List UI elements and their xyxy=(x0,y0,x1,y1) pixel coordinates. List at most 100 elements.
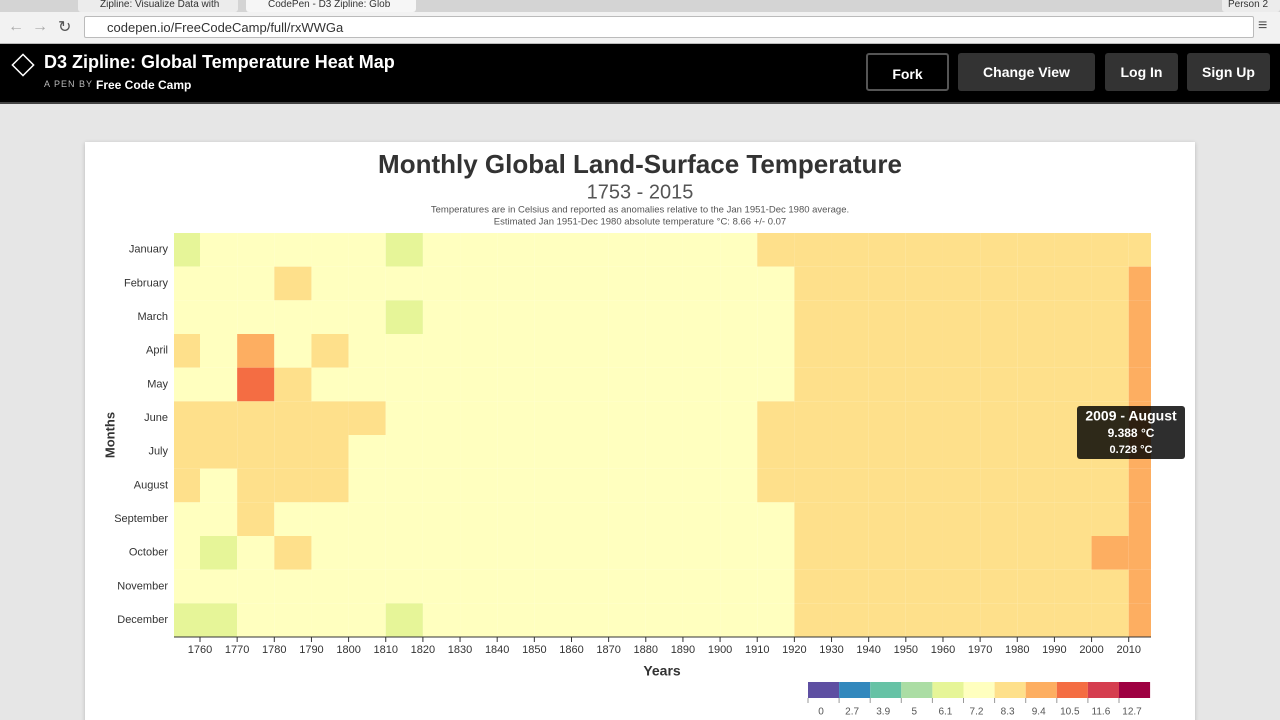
heat-cell xyxy=(1017,233,1055,267)
menu-button[interactable]: ≡ xyxy=(1258,17,1268,34)
heat-cell xyxy=(460,536,498,570)
heat-cell xyxy=(1091,468,1129,503)
tab[interactable]: Zipline: Visualize Data with xyxy=(78,0,238,12)
heat-cell xyxy=(1091,334,1129,368)
heat-cell xyxy=(980,367,1018,402)
heat-cell xyxy=(200,233,238,267)
heat-cell xyxy=(682,502,721,536)
heat-cell xyxy=(1017,401,1055,435)
heat-cell xyxy=(422,401,461,435)
heat-cell xyxy=(348,266,386,301)
x-tick-label: 1900 xyxy=(708,644,732,656)
legend-swatch xyxy=(1025,682,1057,698)
x-tick-label: 1910 xyxy=(745,644,769,656)
heat-cell xyxy=(200,536,238,570)
y-tick-label: January xyxy=(129,244,169,256)
heat-cell xyxy=(174,435,201,469)
heat-cell xyxy=(980,233,1018,267)
heat-cell xyxy=(571,468,609,503)
byline: A PEN BY xyxy=(44,79,94,89)
heat-cell xyxy=(905,502,943,536)
heat-cell xyxy=(905,233,943,267)
heat-cell xyxy=(682,233,721,267)
heat-cell xyxy=(831,435,869,469)
heat-cell xyxy=(311,468,349,503)
legend-swatch xyxy=(870,682,902,698)
chart-subtitle: 1753 - 2015 xyxy=(587,181,694,203)
change-view-button[interactable]: Change View xyxy=(958,53,1095,91)
heat-cell xyxy=(682,468,721,503)
heat-cell xyxy=(794,266,832,301)
heat-cell xyxy=(311,334,349,368)
heat-cell xyxy=(348,603,386,637)
back-button[interactable]: ← xyxy=(8,18,24,35)
heat-cell xyxy=(757,367,795,402)
x-tick-label: 1860 xyxy=(559,644,583,656)
url-bar[interactable]: codepen.io/FreeCodeCamp/full/rxWWGa xyxy=(84,16,1254,38)
heat-cell xyxy=(497,300,535,334)
heat-cell xyxy=(794,536,832,570)
forward-button[interactable]: → xyxy=(32,18,48,35)
heat-cell xyxy=(608,401,646,435)
heat-cell xyxy=(868,367,906,402)
heat-cell xyxy=(348,233,386,267)
heat-cell xyxy=(534,300,572,334)
heat-cell xyxy=(942,569,981,604)
heat-cell xyxy=(757,435,795,469)
heat-cell xyxy=(311,367,349,402)
heat-cell xyxy=(831,401,869,435)
author[interactable]: Free Code Camp xyxy=(96,78,192,92)
heat-cell xyxy=(200,502,238,536)
heat-cell xyxy=(174,569,201,604)
profile[interactable]: Person 2 xyxy=(1222,0,1280,12)
heat-cell xyxy=(571,536,609,570)
x-tick-label: 1840 xyxy=(485,644,509,656)
heat-cell xyxy=(571,569,609,604)
legend-label: 11.6 xyxy=(1092,707,1111,718)
heat-cell xyxy=(868,266,906,301)
heat-cell xyxy=(311,300,349,334)
heat-cell xyxy=(682,603,721,637)
heat-cell xyxy=(794,468,832,503)
heat-cell xyxy=(831,233,869,267)
heat-cell xyxy=(460,502,498,536)
heat-cell xyxy=(720,233,758,267)
fork-button[interactable]: Fork xyxy=(866,53,949,91)
heat-cell xyxy=(385,334,423,368)
heat-cell xyxy=(942,468,981,503)
x-tick-label: 1770 xyxy=(225,644,249,656)
heat-cell xyxy=(200,401,238,435)
heat-cell xyxy=(720,266,758,301)
heat-cell xyxy=(905,300,943,334)
heat-cell xyxy=(608,435,646,469)
signup-button[interactable]: Sign Up xyxy=(1187,53,1270,91)
heat-cell xyxy=(942,401,981,435)
heat-cell xyxy=(460,233,498,267)
heat-cell xyxy=(385,367,423,402)
heat-cell xyxy=(980,603,1018,637)
heat-cell xyxy=(1017,468,1055,503)
y-axis-label: Months xyxy=(102,412,117,458)
heat-cell xyxy=(497,435,535,469)
heat-cell xyxy=(905,435,943,469)
heat-cell xyxy=(311,502,349,536)
legend-swatch xyxy=(1119,682,1151,698)
reload-button[interactable]: ↻ xyxy=(58,19,72,36)
tab[interactable]: CodePen - D3 Zipline: Glob xyxy=(246,0,416,12)
heat-cell xyxy=(608,502,646,536)
heat-cell xyxy=(1128,536,1151,570)
legend-label: 5 xyxy=(912,707,918,718)
heat-cell xyxy=(200,300,238,334)
heat-cell xyxy=(980,468,1018,503)
heat-cell xyxy=(274,266,312,301)
heat-cell xyxy=(311,569,349,604)
heat-cell xyxy=(1091,367,1129,402)
heat-cell xyxy=(757,536,795,570)
legend-swatch xyxy=(839,682,871,698)
heat-cell xyxy=(831,569,869,604)
y-tick-label: December xyxy=(117,614,168,626)
login-button[interactable]: Log In xyxy=(1105,53,1178,91)
heat-cell xyxy=(682,435,721,469)
x-tick-label: 1980 xyxy=(1005,644,1029,656)
